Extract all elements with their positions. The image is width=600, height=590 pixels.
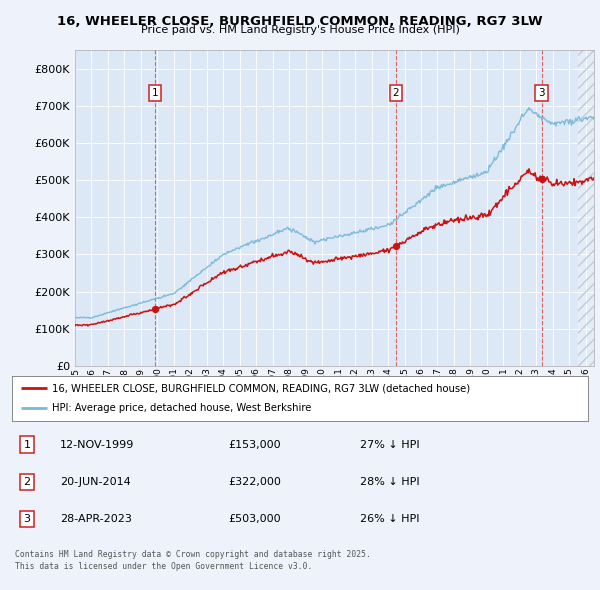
Point (391, 241, 401, 251)
Bar (578, 50, 594, 366)
Text: Price paid vs. HM Land Registry's House Price Index (HPI): Price paid vs. HM Land Registry's House … (140, 25, 460, 35)
Text: 26% ↓ HPI: 26% ↓ HPI (360, 514, 419, 524)
Text: £153,000: £153,000 (228, 440, 281, 450)
Text: £503,000: £503,000 (228, 514, 281, 524)
Text: 27% ↓ HPI: 27% ↓ HPI (360, 440, 419, 450)
Bar (578, 50, 594, 366)
Text: 20-JUN-2014: 20-JUN-2014 (60, 477, 131, 487)
Text: HPI: Average price, detached house, West Berkshire: HPI: Average price, detached house, West… (52, 403, 311, 413)
Text: Contains HM Land Registry data © Crown copyright and database right 2025.
This d: Contains HM Land Registry data © Crown c… (15, 550, 371, 571)
Text: 28% ↓ HPI: 28% ↓ HPI (360, 477, 419, 487)
Text: 12-NOV-1999: 12-NOV-1999 (60, 440, 134, 450)
Text: 1: 1 (23, 440, 31, 450)
Text: 2: 2 (23, 477, 31, 487)
Point (537, 174, 547, 183)
Text: 3: 3 (23, 514, 31, 524)
Point (151, 304, 160, 314)
Text: 3: 3 (538, 88, 545, 98)
Text: 2: 2 (392, 88, 399, 98)
Text: 16, WHEELER CLOSE, BURGHFIELD COMMON, READING, RG7 3LW (detached house): 16, WHEELER CLOSE, BURGHFIELD COMMON, RE… (52, 384, 470, 394)
Text: 16, WHEELER CLOSE, BURGHFIELD COMMON, READING, RG7 3LW: 16, WHEELER CLOSE, BURGHFIELD COMMON, RE… (57, 15, 543, 28)
Text: 1: 1 (152, 88, 158, 98)
Text: £322,000: £322,000 (228, 477, 281, 487)
Text: 28-APR-2023: 28-APR-2023 (60, 514, 132, 524)
